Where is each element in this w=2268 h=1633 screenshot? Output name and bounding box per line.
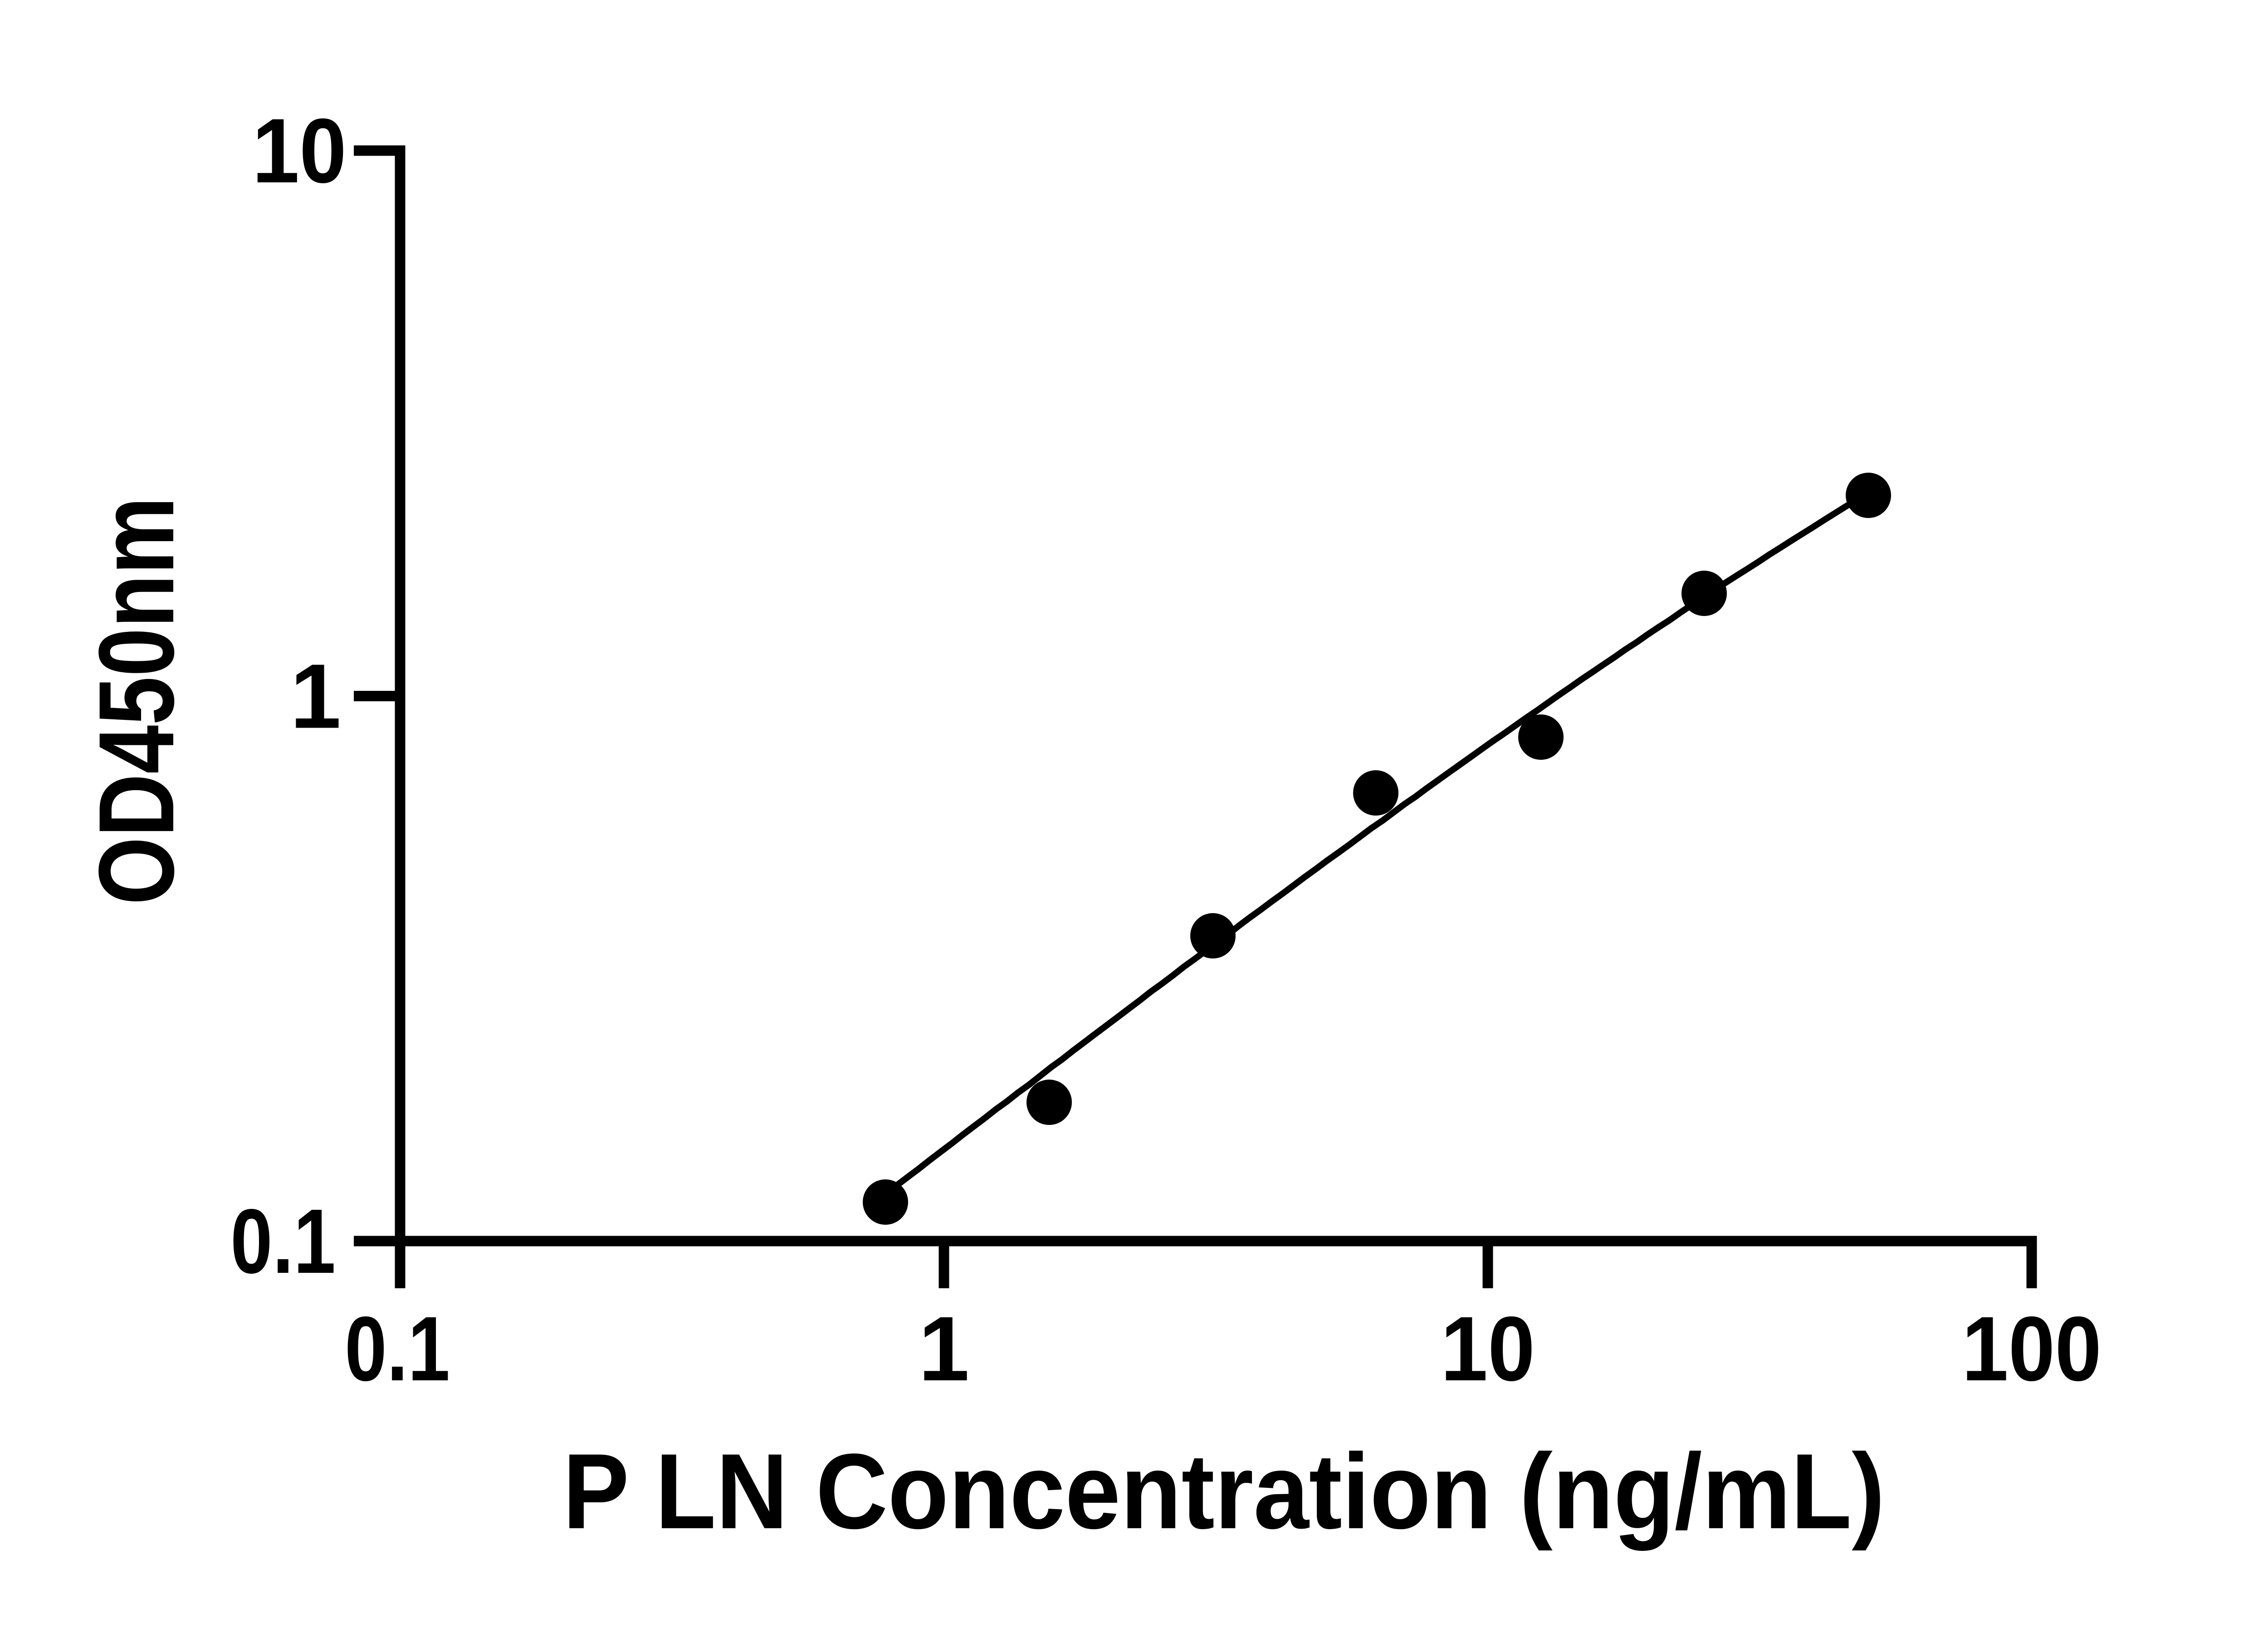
svg-text:P LN Concentration (ng/mL): P LN Concentration (ng/mL) xyxy=(563,1432,1885,1551)
svg-text:1: 1 xyxy=(919,1297,969,1400)
svg-text:1: 1 xyxy=(290,645,341,748)
svg-text:0.1: 0.1 xyxy=(230,1190,336,1292)
svg-text:100: 100 xyxy=(1962,1297,2102,1400)
svg-text:0.1: 0.1 xyxy=(345,1297,450,1400)
svg-text:10: 10 xyxy=(252,99,347,202)
svg-text:OD450nm: OD450nm xyxy=(77,497,196,905)
svg-text:10: 10 xyxy=(1441,1297,1535,1400)
